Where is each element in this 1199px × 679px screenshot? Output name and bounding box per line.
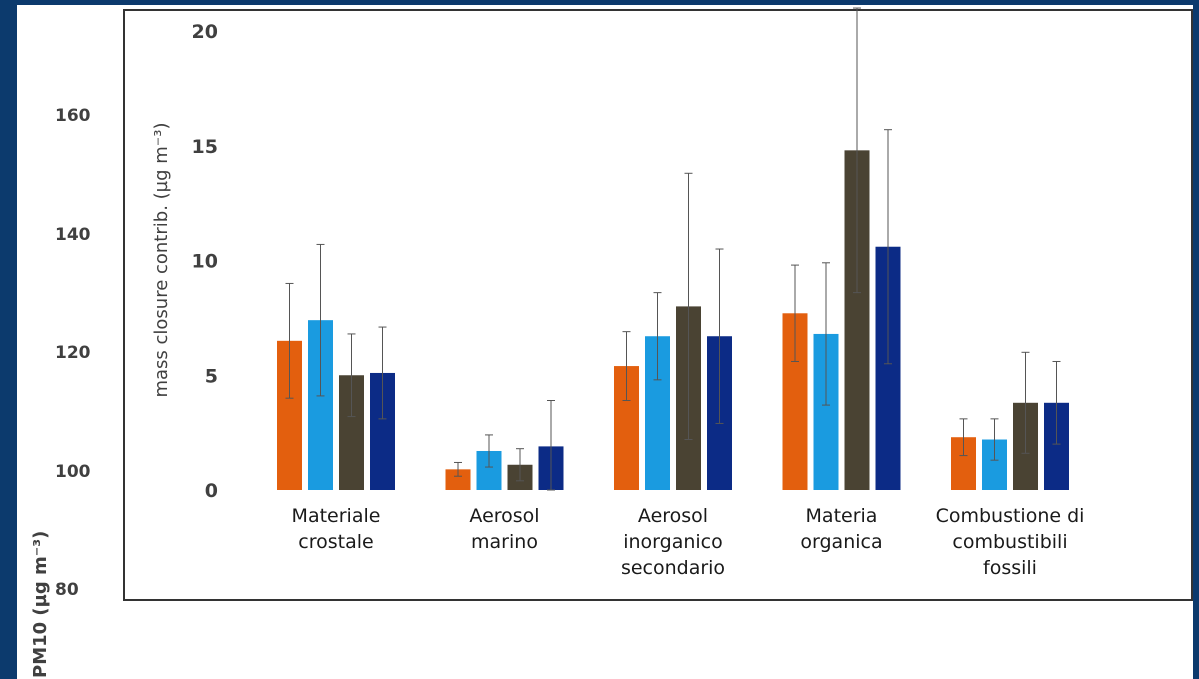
category-label: marino — [471, 531, 538, 553]
pm10-tick: 160 — [55, 106, 91, 126]
y-tick-label: 5 — [205, 365, 218, 387]
slide-frame-right — [1193, 0, 1199, 679]
y-tick-label: 10 — [192, 251, 218, 273]
bar — [445, 469, 471, 490]
slide-frame-top — [0, 0, 1199, 5]
category-label: Aerosol — [469, 505, 539, 527]
y-tick-label: 20 — [192, 21, 218, 43]
y-tick-label: 15 — [192, 136, 218, 158]
pm10-tick: 140 — [55, 225, 91, 245]
pm10-tick: 80 — [55, 580, 79, 600]
category-label: secondario — [621, 557, 725, 579]
category-label: Materiale — [292, 505, 381, 527]
y-tick-label: 0 — [205, 480, 218, 502]
slide-frame-left — [0, 0, 17, 679]
category-label: fossili — [983, 557, 1037, 579]
y-axis-label: mass closure contrib. (µg m⁻³) — [151, 122, 172, 397]
pm10-tick: 100 — [55, 462, 91, 482]
pm10-tick: 120 — [55, 343, 91, 363]
category-label: organica — [800, 531, 882, 553]
category-label: Aerosol — [638, 505, 708, 527]
category-label: crostale — [298, 531, 373, 553]
category-label: Combustione di — [936, 505, 1085, 527]
category-label: combustibili — [952, 531, 1067, 553]
category-label: Materia — [806, 505, 878, 527]
category-label: inorganico — [623, 531, 723, 553]
